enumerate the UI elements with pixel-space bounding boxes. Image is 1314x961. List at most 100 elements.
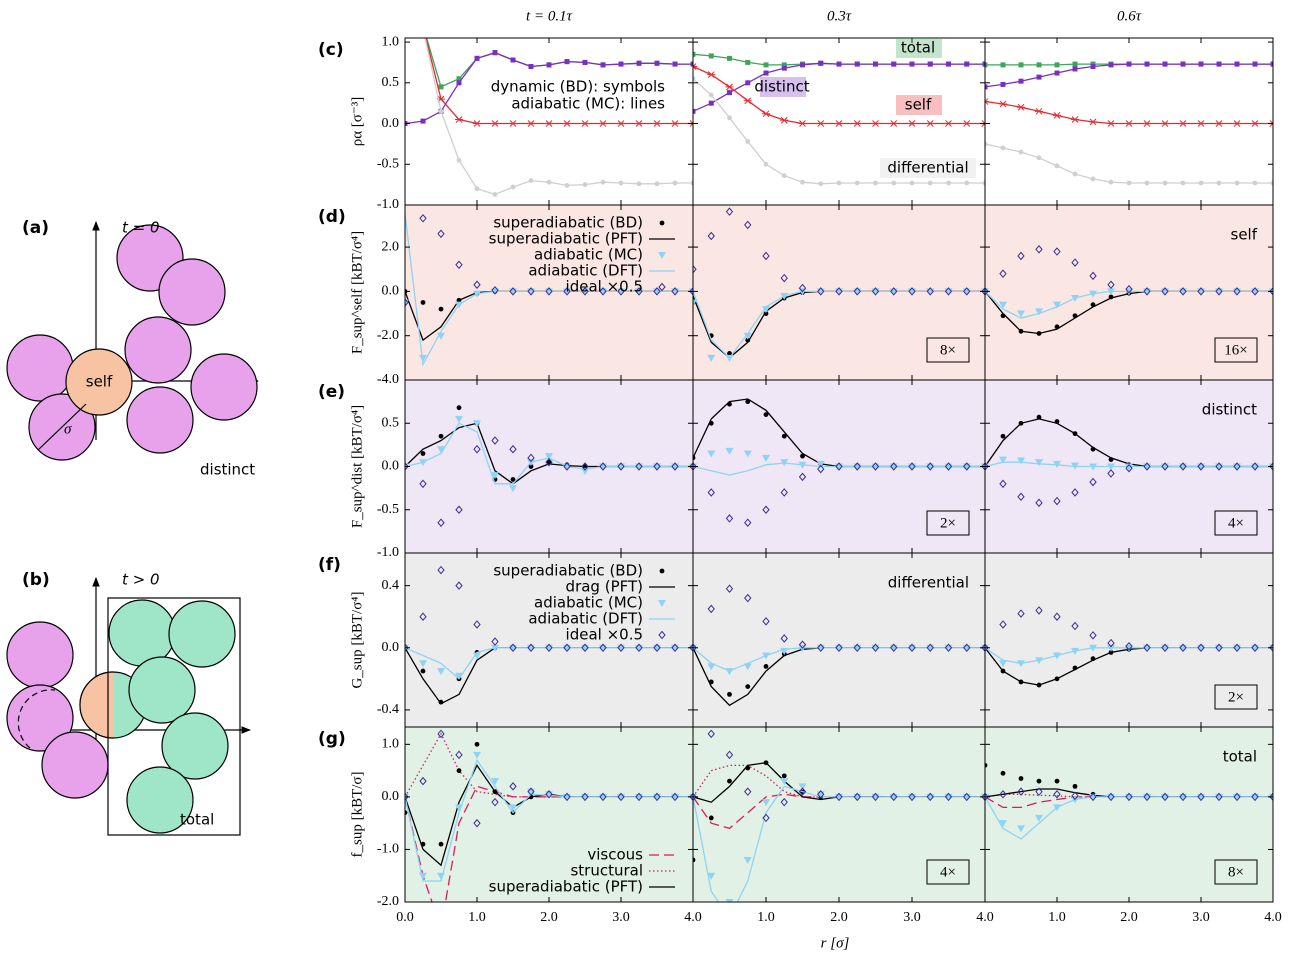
marker-diamond bbox=[1089, 477, 1097, 487]
marker-diamond bbox=[1089, 792, 1097, 802]
marker-triangle bbox=[437, 446, 445, 454]
marker-square bbox=[708, 100, 714, 106]
marker-diamond bbox=[835, 462, 843, 471]
marker-triangle bbox=[405, 644, 409, 652]
marker-diamond bbox=[509, 444, 517, 454]
marker-square bbox=[420, 118, 426, 124]
marker-dot bbox=[1108, 179, 1114, 185]
marker-dot bbox=[727, 351, 732, 356]
marker-diamond bbox=[1107, 469, 1115, 478]
legend-label: superadiabatic (BD) bbox=[493, 562, 643, 580]
marker-diamond bbox=[437, 229, 445, 239]
marker-dot bbox=[510, 184, 516, 190]
marker-cross bbox=[1089, 118, 1097, 126]
marker-square bbox=[891, 61, 897, 67]
legend-label: adiabatic (DFT) bbox=[528, 610, 643, 628]
marker-square bbox=[745, 59, 751, 65]
marker-square bbox=[693, 51, 696, 57]
plot-area bbox=[693, 729, 985, 902]
marker-square bbox=[1252, 61, 1258, 67]
marker-diamond bbox=[1071, 258, 1079, 267]
y-tick-label: 1.0 bbox=[382, 34, 400, 49]
marker-dot bbox=[528, 178, 534, 183]
marker-triangle bbox=[693, 793, 697, 801]
marker-diamond bbox=[1161, 287, 1169, 296]
marker-triangle bbox=[491, 472, 499, 480]
y-tick-label: 0.0 bbox=[382, 116, 400, 131]
legend-label: ideal ×0.5 bbox=[566, 278, 643, 296]
marker-diamond bbox=[762, 505, 770, 515]
marker-diamond bbox=[1125, 792, 1133, 802]
marker-diamond bbox=[1053, 612, 1061, 621]
particle bbox=[161, 712, 229, 780]
marker-diamond bbox=[744, 593, 752, 603]
marker-dot bbox=[745, 139, 751, 144]
time-label: t = 0 bbox=[122, 219, 160, 237]
marker-diamond bbox=[871, 643, 880, 653]
marker-diamond bbox=[455, 750, 463, 760]
marker-diamond bbox=[689, 643, 693, 653]
marker-diamond bbox=[725, 514, 734, 523]
marker-dot bbox=[618, 180, 624, 186]
marker-triangle bbox=[1017, 825, 1025, 833]
diagram-b bbox=[6, 577, 251, 836]
diagram-a bbox=[6, 221, 259, 461]
marker-dot bbox=[420, 668, 426, 674]
marker-dot bbox=[528, 464, 534, 469]
marker-diamond bbox=[405, 298, 409, 307]
marker-diamond bbox=[1197, 792, 1205, 802]
y-tick-label: -0.4 bbox=[377, 702, 399, 717]
marker-diamond bbox=[744, 220, 752, 230]
marker-diamond bbox=[563, 792, 571, 802]
marker-dot bbox=[420, 451, 426, 456]
marker-diamond bbox=[1089, 631, 1097, 640]
legend-label: superadiabatic (BD) bbox=[493, 214, 643, 232]
marker-triangle bbox=[985, 644, 989, 652]
marker-square bbox=[582, 59, 588, 65]
marker-diamond bbox=[1179, 643, 1187, 653]
column-title: 0.3τ bbox=[827, 8, 852, 24]
marker-diamond bbox=[1197, 462, 1205, 471]
marker-dot bbox=[659, 220, 665, 226]
marker-dot bbox=[1054, 163, 1060, 169]
marker-triangle bbox=[707, 354, 716, 362]
marker-diamond bbox=[1251, 462, 1259, 471]
marker-triangle bbox=[491, 778, 499, 786]
marker-diamond bbox=[944, 643, 953, 653]
marker-square bbox=[1036, 62, 1042, 68]
marker-diamond bbox=[999, 620, 1007, 629]
marker-cross bbox=[743, 97, 752, 105]
panel-label: (d) bbox=[318, 207, 346, 227]
marker-diamond bbox=[1089, 271, 1097, 281]
marker-square bbox=[693, 108, 696, 114]
marker-triangle bbox=[437, 668, 445, 676]
particle bbox=[128, 656, 196, 724]
series-line bbox=[405, 213, 693, 367]
marker-square bbox=[800, 62, 805, 68]
series-line bbox=[693, 647, 985, 672]
marker-diamond bbox=[419, 214, 427, 223]
marker-cross bbox=[816, 120, 825, 127]
series-label: distinct bbox=[754, 78, 809, 96]
marker-dot bbox=[763, 412, 769, 417]
time-label: t > 0 bbox=[122, 571, 160, 589]
diameter-line bbox=[37, 403, 87, 451]
marker-square bbox=[1270, 61, 1273, 67]
marker-triangle bbox=[762, 454, 770, 462]
legend-label: adiabatic (MC) bbox=[534, 594, 643, 612]
marker-dot bbox=[781, 433, 787, 439]
series-line bbox=[985, 647, 1273, 664]
marker-diamond bbox=[1017, 251, 1025, 261]
marker-triangle bbox=[999, 820, 1007, 828]
marker-triangle bbox=[473, 751, 481, 759]
marker-cross bbox=[527, 120, 535, 127]
y-tick-label: 0.4 bbox=[382, 578, 400, 593]
marker-dot bbox=[1036, 778, 1042, 784]
plot-area bbox=[985, 606, 1273, 688]
marker-diamond bbox=[693, 462, 697, 471]
marker-dot bbox=[745, 765, 751, 771]
panel-background bbox=[693, 727, 985, 902]
marker-diamond bbox=[707, 604, 715, 614]
marker-diamond bbox=[780, 634, 788, 643]
marker-dot bbox=[763, 664, 769, 669]
